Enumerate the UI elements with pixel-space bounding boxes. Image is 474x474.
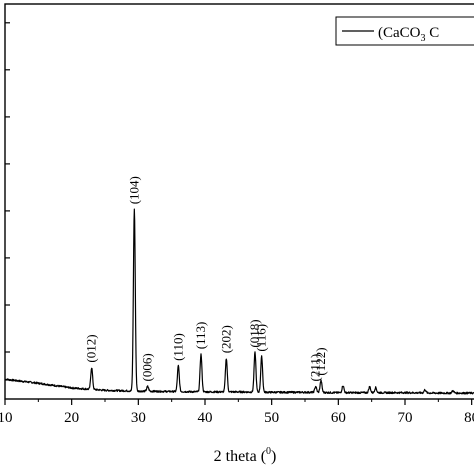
legend-label-pre: (CaCO xyxy=(378,25,421,41)
peak-label: (110) xyxy=(170,333,185,361)
peak-label: (211) xyxy=(308,354,323,382)
legend-label-sub: 3 xyxy=(421,33,426,44)
x-tick-label: 80 xyxy=(464,410,474,426)
series-line-caco3 xyxy=(4,208,474,395)
peak-label: (012) xyxy=(84,334,99,362)
legend-label-post: C xyxy=(426,25,440,41)
tick-layer xyxy=(4,22,473,405)
x-tick-label: 60 xyxy=(331,410,346,426)
x-tick-label: 40 xyxy=(198,410,213,426)
x-axis-title-close: ) xyxy=(271,448,276,465)
x-axis-title: 2 theta (0) xyxy=(214,446,277,465)
peak-label: (104) xyxy=(126,176,141,204)
legend: (CaCO3 C xyxy=(335,16,474,46)
peak-label: (202) xyxy=(218,325,233,353)
plot-frame xyxy=(4,3,474,400)
x-tick-label-layer: 10 20 30 40 50 60 70 80 xyxy=(0,410,474,426)
legend-label: (CaCO3 C xyxy=(378,25,439,44)
peak-label: (116) xyxy=(254,324,269,352)
peak-label: (018) xyxy=(247,319,262,347)
peak-label: (113) xyxy=(193,322,208,350)
x-tick-label: 10 xyxy=(0,410,13,426)
peak-label: (006) xyxy=(140,353,155,381)
x-tick-label: 30 xyxy=(131,410,146,426)
x-axis-title-main: 2 theta ( xyxy=(214,448,266,465)
peak-label-layer: (012) (104) (006) (110) (113) (202) (018)(116)… xyxy=(84,176,328,381)
x-tick-label: 70 xyxy=(398,410,413,426)
x-tick-label: 50 xyxy=(264,410,279,426)
x-axis-title-sup: 0 xyxy=(266,446,271,457)
peak-label: (122) xyxy=(313,347,328,375)
x-tick-label: 20 xyxy=(64,410,79,426)
